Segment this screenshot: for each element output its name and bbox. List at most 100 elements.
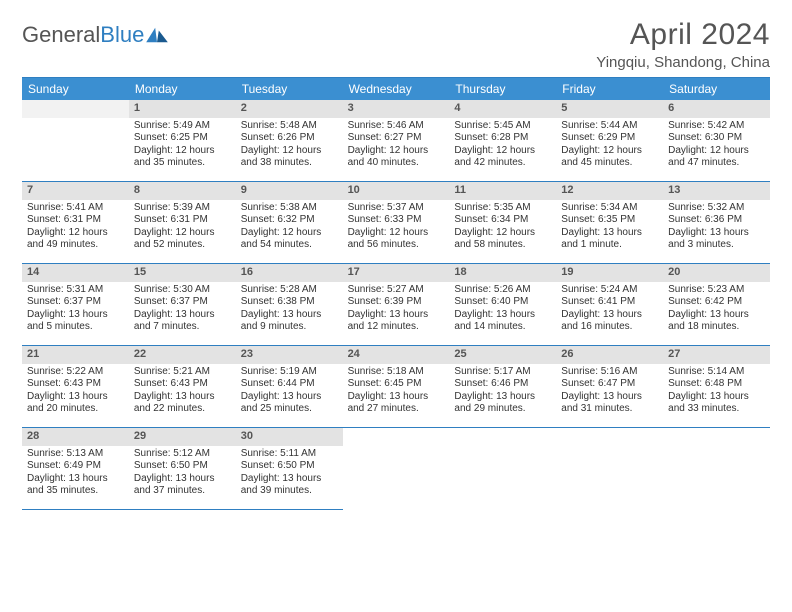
day-number: 4 xyxy=(449,100,556,118)
day-cell: 29Sunrise: 5:12 AMSunset: 6:50 PMDayligh… xyxy=(129,428,236,510)
location-text: Yingqiu, Shandong, China xyxy=(596,54,770,71)
sunrise-line: Sunrise: 5:30 AM xyxy=(134,284,231,297)
sunset-line: Sunset: 6:43 PM xyxy=(134,378,231,391)
sunset-line: Sunset: 6:31 PM xyxy=(134,214,231,227)
daylight-line: Daylight: 12 hours and 42 minutes. xyxy=(454,145,551,170)
brand-text: GeneralBlue xyxy=(22,22,144,48)
sunrise-line: Sunrise: 5:31 AM xyxy=(27,284,124,297)
daylight-line: Daylight: 13 hours and 27 minutes. xyxy=(348,391,445,416)
sunset-line: Sunset: 6:28 PM xyxy=(454,132,551,145)
day-info: Sunrise: 5:39 AMSunset: 6:31 PMDaylight:… xyxy=(129,200,236,256)
day-info: Sunrise: 5:30 AMSunset: 6:37 PMDaylight:… xyxy=(129,282,236,338)
day-info: Sunrise: 5:22 AMSunset: 6:43 PMDaylight:… xyxy=(22,364,129,420)
day-info: Sunrise: 5:14 AMSunset: 6:48 PMDaylight:… xyxy=(663,364,770,420)
day-number: 20 xyxy=(663,264,770,282)
day-info: Sunrise: 5:34 AMSunset: 6:35 PMDaylight:… xyxy=(556,200,663,256)
sunrise-line: Sunrise: 5:37 AM xyxy=(348,202,445,215)
calendar-grid: SundayMondayTuesdayWednesdayThursdayFrid… xyxy=(22,78,770,510)
sunrise-line: Sunrise: 5:19 AM xyxy=(241,366,338,379)
weekday-header: Wednesday xyxy=(343,78,450,100)
day-info: Sunrise: 5:42 AMSunset: 6:30 PMDaylight:… xyxy=(663,118,770,174)
day-number: 3 xyxy=(343,100,450,118)
sunrise-line: Sunrise: 5:12 AM xyxy=(134,448,231,461)
day-number: 15 xyxy=(129,264,236,282)
day-cell: 2Sunrise: 5:48 AMSunset: 6:26 PMDaylight… xyxy=(236,100,343,182)
day-number: 27 xyxy=(663,346,770,364)
day-number: 19 xyxy=(556,264,663,282)
daylight-line: Daylight: 13 hours and 1 minute. xyxy=(561,227,658,252)
day-number: 24 xyxy=(343,346,450,364)
day-cell: 23Sunrise: 5:19 AMSunset: 6:44 PMDayligh… xyxy=(236,346,343,428)
day-number: 21 xyxy=(22,346,129,364)
empty-cell xyxy=(449,428,556,510)
sunrise-line: Sunrise: 5:49 AM xyxy=(134,120,231,133)
sunset-line: Sunset: 6:30 PM xyxy=(668,132,765,145)
day-number: 18 xyxy=(449,264,556,282)
sunset-line: Sunset: 6:50 PM xyxy=(134,460,231,473)
day-info: Sunrise: 5:17 AMSunset: 6:46 PMDaylight:… xyxy=(449,364,556,420)
day-number: 16 xyxy=(236,264,343,282)
day-number: 14 xyxy=(22,264,129,282)
sunset-line: Sunset: 6:31 PM xyxy=(27,214,124,227)
day-cell: 1Sunrise: 5:49 AMSunset: 6:25 PMDaylight… xyxy=(129,100,236,182)
daylight-line: Daylight: 13 hours and 7 minutes. xyxy=(134,309,231,334)
sunrise-line: Sunrise: 5:16 AM xyxy=(561,366,658,379)
sunrise-line: Sunrise: 5:38 AM xyxy=(241,202,338,215)
sunset-line: Sunset: 6:44 PM xyxy=(241,378,338,391)
weekday-header: Friday xyxy=(556,78,663,100)
daylight-line: Daylight: 13 hours and 35 minutes. xyxy=(27,473,124,498)
day-number: 23 xyxy=(236,346,343,364)
sunset-line: Sunset: 6:35 PM xyxy=(561,214,658,227)
day-info: Sunrise: 5:31 AMSunset: 6:37 PMDaylight:… xyxy=(22,282,129,338)
day-info: Sunrise: 5:11 AMSunset: 6:50 PMDaylight:… xyxy=(236,446,343,502)
day-number: 25 xyxy=(449,346,556,364)
sunset-line: Sunset: 6:29 PM xyxy=(561,132,658,145)
daylight-line: Daylight: 13 hours and 29 minutes. xyxy=(454,391,551,416)
sunrise-line: Sunrise: 5:23 AM xyxy=(668,284,765,297)
day-number: 13 xyxy=(663,182,770,200)
day-info: Sunrise: 5:24 AMSunset: 6:41 PMDaylight:… xyxy=(556,282,663,338)
weekday-header: Monday xyxy=(129,78,236,100)
daylight-line: Daylight: 13 hours and 18 minutes. xyxy=(668,309,765,334)
day-cell: 7Sunrise: 5:41 AMSunset: 6:31 PMDaylight… xyxy=(22,182,129,264)
empty-cell xyxy=(556,428,663,510)
day-cell: 28Sunrise: 5:13 AMSunset: 6:49 PMDayligh… xyxy=(22,428,129,510)
day-cell: 14Sunrise: 5:31 AMSunset: 6:37 PMDayligh… xyxy=(22,264,129,346)
day-number: 26 xyxy=(556,346,663,364)
day-cell: 16Sunrise: 5:28 AMSunset: 6:38 PMDayligh… xyxy=(236,264,343,346)
sunrise-line: Sunrise: 5:27 AM xyxy=(348,284,445,297)
daylight-line: Daylight: 13 hours and 3 minutes. xyxy=(668,227,765,252)
day-info: Sunrise: 5:44 AMSunset: 6:29 PMDaylight:… xyxy=(556,118,663,174)
day-number: 10 xyxy=(343,182,450,200)
day-cell: 4Sunrise: 5:45 AMSunset: 6:28 PMDaylight… xyxy=(449,100,556,182)
day-info: Sunrise: 5:23 AMSunset: 6:42 PMDaylight:… xyxy=(663,282,770,338)
day-cell: 8Sunrise: 5:39 AMSunset: 6:31 PMDaylight… xyxy=(129,182,236,264)
daylight-line: Daylight: 13 hours and 16 minutes. xyxy=(561,309,658,334)
daylight-line: Daylight: 13 hours and 5 minutes. xyxy=(27,309,124,334)
day-number: 1 xyxy=(129,100,236,118)
daylight-line: Daylight: 13 hours and 22 minutes. xyxy=(134,391,231,416)
sunrise-line: Sunrise: 5:41 AM xyxy=(27,202,124,215)
day-cell: 6Sunrise: 5:42 AMSunset: 6:30 PMDaylight… xyxy=(663,100,770,182)
day-number: 2 xyxy=(236,100,343,118)
daylight-line: Daylight: 12 hours and 56 minutes. xyxy=(348,227,445,252)
daylight-line: Daylight: 12 hours and 58 minutes. xyxy=(454,227,551,252)
daylight-line: Daylight: 12 hours and 40 minutes. xyxy=(348,145,445,170)
day-info: Sunrise: 5:45 AMSunset: 6:28 PMDaylight:… xyxy=(449,118,556,174)
day-cell: 15Sunrise: 5:30 AMSunset: 6:37 PMDayligh… xyxy=(129,264,236,346)
title-block: April 2024 Yingqiu, Shandong, China xyxy=(596,18,770,71)
day-number: 30 xyxy=(236,428,343,446)
sunrise-line: Sunrise: 5:14 AM xyxy=(668,366,765,379)
day-cell: 22Sunrise: 5:21 AMSunset: 6:43 PMDayligh… xyxy=(129,346,236,428)
sunset-line: Sunset: 6:33 PM xyxy=(348,214,445,227)
brand-general: General xyxy=(22,22,100,47)
day-cell: 10 Sunrise: 5:37 AMSunset: 6:33 PMDayligh… xyxy=(343,182,450,264)
weekday-header: Sunday xyxy=(22,78,129,100)
day-number: 5 xyxy=(556,100,663,118)
day-number: 7 xyxy=(22,182,129,200)
weekday-header: Thursday xyxy=(449,78,556,100)
day-cell: 13Sunrise: 5:32 AMSunset: 6:36 PMDayligh… xyxy=(663,182,770,264)
sunrise-line: Sunrise: 5:46 AM xyxy=(348,120,445,133)
weekday-header: Saturday xyxy=(663,78,770,100)
sunset-line: Sunset: 6:48 PM xyxy=(668,378,765,391)
